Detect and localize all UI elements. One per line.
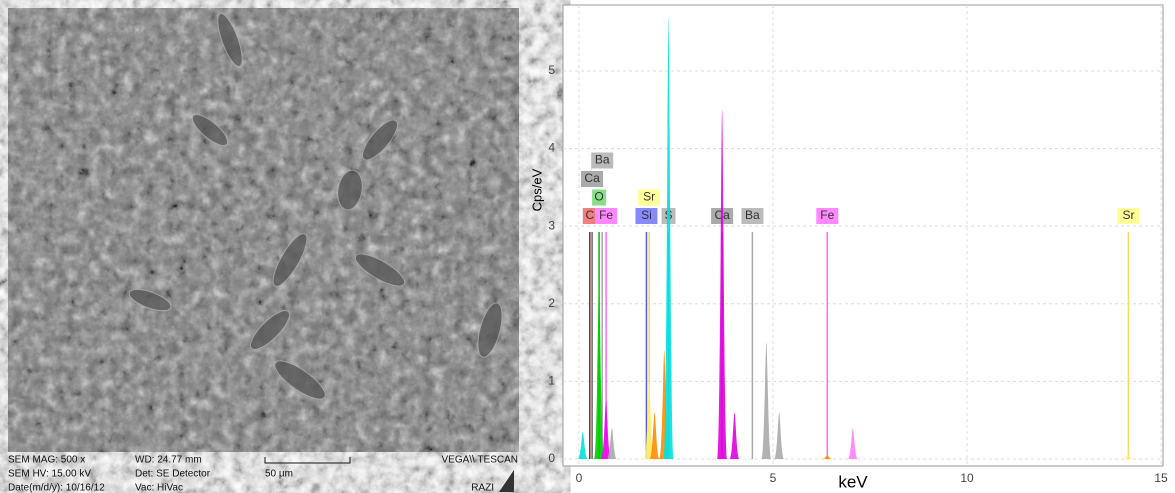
marker-label-box bbox=[592, 189, 607, 206]
info-text: WD: 24.77 mm bbox=[135, 455, 202, 466]
marker-label: Sr bbox=[1122, 208, 1134, 222]
marker-label-box bbox=[581, 171, 604, 187]
info-text: SEM MAG: 500 x bbox=[8, 455, 85, 466]
y-tick-label: 1 bbox=[548, 374, 555, 388]
marker-label-box bbox=[595, 208, 618, 224]
y-tick-label: 2 bbox=[548, 296, 555, 310]
peak bbox=[729, 412, 740, 460]
marker-label-box bbox=[591, 152, 614, 169]
info-text: Det: SE Detector bbox=[135, 469, 211, 480]
info-text: VEGA\\ TESCAN bbox=[441, 455, 518, 466]
peak bbox=[717, 109, 728, 460]
plot-frame bbox=[562, 4, 1164, 467]
scale-label: 50 µm bbox=[265, 469, 293, 480]
peak bbox=[1123, 455, 1134, 460]
peak bbox=[822, 455, 833, 460]
marker-label-box bbox=[1117, 208, 1140, 224]
marker-label: Fe bbox=[820, 208, 834, 222]
peak bbox=[644, 381, 655, 460]
info-text: SEM HV: 15.00 kV bbox=[8, 469, 91, 480]
marker-label: Sr bbox=[643, 190, 655, 204]
y-tick-label: 4 bbox=[548, 141, 555, 155]
sem-image bbox=[8, 8, 519, 452]
sem-info-bar: SEM MAG: 500 x WD: 24.77 mm VEGA\\ TESCA… bbox=[8, 455, 518, 493]
marker-label-box bbox=[582, 208, 597, 224]
marker-label: Ca bbox=[584, 171, 600, 185]
x-tick-label: 5 bbox=[770, 471, 777, 485]
logo bbox=[499, 470, 514, 492]
peak bbox=[663, 17, 674, 460]
peak bbox=[606, 427, 617, 460]
info-text: Vac: HiVac bbox=[135, 483, 183, 493]
x-axis-label: keV bbox=[838, 472, 868, 491]
peak bbox=[761, 342, 772, 460]
x-tick-label: 15 bbox=[1154, 471, 1168, 485]
marker-label-box bbox=[816, 208, 839, 224]
marker-label-box bbox=[741, 208, 764, 224]
x-tick-label: 0 bbox=[576, 471, 583, 485]
peak bbox=[847, 427, 858, 460]
y-tick-label: 3 bbox=[548, 218, 555, 232]
peak bbox=[601, 400, 612, 460]
marker-label: C bbox=[585, 208, 594, 222]
info-text: RAZI bbox=[471, 483, 494, 493]
peak bbox=[577, 431, 588, 460]
marker-label: Ba bbox=[745, 208, 760, 222]
y-tick-label: 0 bbox=[548, 451, 555, 465]
marker-label-box bbox=[635, 208, 658, 224]
peak bbox=[649, 412, 660, 460]
scale-bar bbox=[264, 457, 351, 464]
peak bbox=[774, 412, 785, 460]
marker-label: Ba bbox=[595, 153, 610, 167]
marker-label: Si bbox=[641, 208, 652, 222]
y-axis-label: Cps/eV bbox=[529, 168, 544, 211]
x-tick-label: 10 bbox=[960, 471, 974, 485]
y-tick-label: 5 bbox=[548, 63, 555, 77]
marker-label: O bbox=[594, 190, 603, 204]
peak bbox=[594, 280, 605, 460]
info-text: Date(m/d/y): 10/16/12 bbox=[8, 483, 105, 493]
marker-label-box bbox=[638, 189, 661, 206]
marker-label: Fe bbox=[599, 208, 613, 222]
